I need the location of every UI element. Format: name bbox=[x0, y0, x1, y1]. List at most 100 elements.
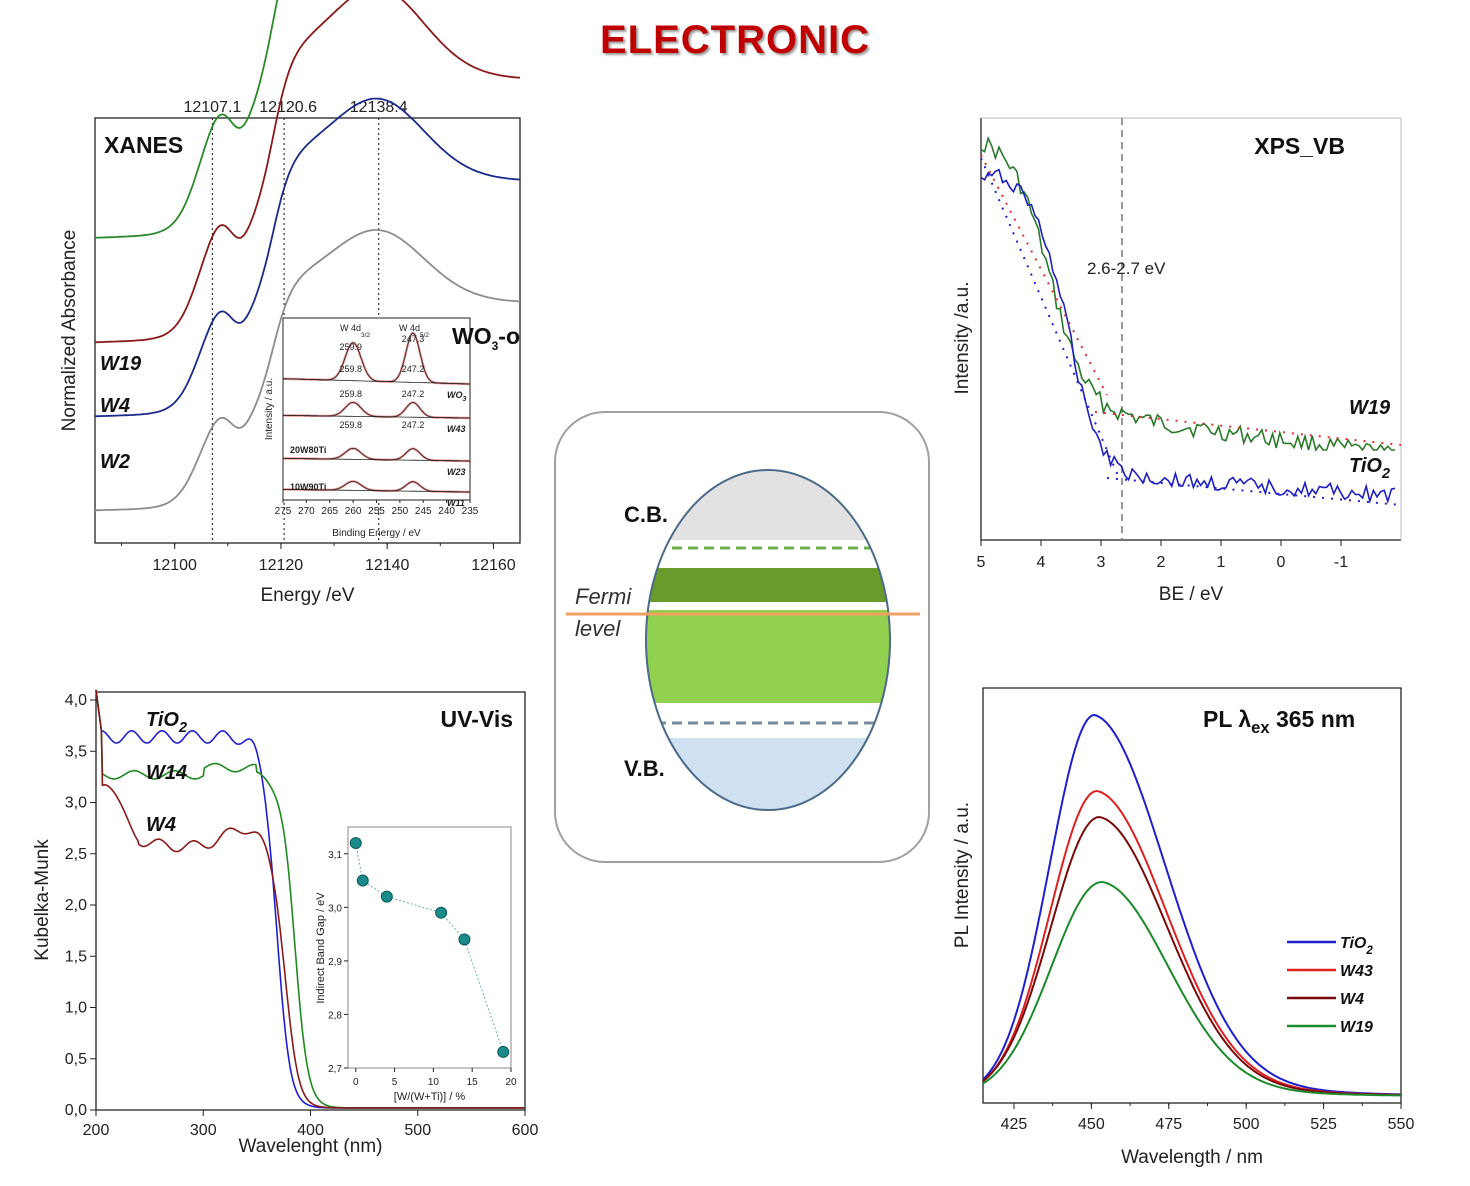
uv-inset-xtick-label: 10 bbox=[428, 1077, 440, 1088]
pl-legend-label: TiO2 bbox=[1340, 935, 1373, 957]
inset-peak-value: 259.8 bbox=[340, 389, 363, 399]
inset-baseline bbox=[282, 378, 470, 385]
uv-ytick-label: 0,5 bbox=[65, 1051, 87, 1068]
xps-xtick-label: 2 bbox=[1157, 554, 1166, 571]
uv-inset-point bbox=[497, 1045, 510, 1058]
band-ellipse bbox=[645, 469, 891, 811]
inset-row-sample: 10W90Ti bbox=[290, 482, 326, 492]
uv-ytick-label: 1,5 bbox=[65, 948, 87, 965]
uv-ytick-label: 1,0 bbox=[65, 1000, 87, 1017]
xps-series-line bbox=[980, 135, 1395, 452]
xanes-series-line bbox=[94, 229, 521, 512]
uv-inset-xlabel: [W/(W+Ti)] / % bbox=[394, 1091, 466, 1103]
inset-xtick-label: 265 bbox=[321, 506, 338, 517]
xanes-frame bbox=[94, 117, 521, 544]
uv-ylabel: Kubelka-Munk bbox=[32, 839, 53, 961]
inset-baseline bbox=[283, 489, 470, 493]
uv-inset-ytick-label: 2,9 bbox=[328, 957, 342, 968]
xps-xtick-label: 5 bbox=[977, 554, 986, 571]
xanes-ylabel: Normalized Absorbance bbox=[59, 230, 80, 432]
inset-sample-label: WO3-o bbox=[452, 323, 520, 353]
uv-inset-xtick-label: 5 bbox=[392, 1077, 398, 1088]
xps-xtick-label: 0 bbox=[1277, 554, 1286, 571]
pl-legend-label: W19 bbox=[1340, 1019, 1373, 1036]
inset-baseline bbox=[283, 415, 470, 419]
uv-series-label: W14 bbox=[146, 762, 187, 784]
xps-title: XPS_VB bbox=[1254, 133, 1345, 159]
uv-inset-frame bbox=[347, 826, 512, 1069]
xanes-xtick-label: 12100 bbox=[152, 557, 197, 574]
xps-fit-line bbox=[980, 154, 1108, 396]
pl-xtick-label: 550 bbox=[1388, 1116, 1415, 1133]
xanes-xtick-label: 12160 bbox=[471, 557, 516, 574]
cb-label: C.B. bbox=[624, 502, 668, 527]
xanes-series-line bbox=[94, 0, 279, 239]
xps-series-line bbox=[980, 168, 1396, 504]
uv-xtick-label: 300 bbox=[190, 1122, 217, 1139]
uv-ytick-label: 2,0 bbox=[65, 897, 87, 914]
pl-xtick-label: 475 bbox=[1155, 1116, 1182, 1133]
uv-series-label: TiO2 bbox=[146, 709, 187, 736]
inset-row-label: WO3 bbox=[447, 390, 467, 403]
inset-xtick-label: 260 bbox=[345, 506, 362, 517]
xanes-xlabel: Energy /eV bbox=[261, 585, 355, 606]
pl-xtick-label: 450 bbox=[1078, 1116, 1105, 1133]
xanes-xtick-label: 12140 bbox=[365, 557, 410, 574]
pl-ylabel: PL Intensity / a.u. bbox=[952, 802, 973, 948]
uv-inset-ytick-label: 3,0 bbox=[328, 903, 342, 914]
xps-series-label: W19 bbox=[1349, 397, 1391, 419]
pl-legend-label: W4 bbox=[1340, 991, 1364, 1008]
inset-peak-value: 247.3 bbox=[402, 334, 425, 344]
inset-row-label: W11 bbox=[447, 498, 465, 508]
uv-ytick-label: 3,0 bbox=[65, 795, 87, 812]
uv-title: UV-Vis bbox=[441, 706, 513, 732]
xanes-series-label: W4 bbox=[100, 395, 130, 417]
inset-peak-label-2: W 4d5/2 bbox=[399, 323, 429, 339]
uv-series-label: W4 bbox=[146, 814, 176, 836]
xps-xlabel: BE / eV bbox=[1159, 584, 1224, 605]
inset-peak-value: 247.2 bbox=[402, 364, 425, 374]
page-title: ELECTRONIC bbox=[600, 18, 870, 62]
inset-xtick-label: 270 bbox=[298, 506, 315, 517]
xps-xtick-label: 4 bbox=[1037, 554, 1046, 571]
inset-peak-value: 247.2 bbox=[402, 389, 425, 399]
dark-band bbox=[646, 568, 890, 602]
inset-xlabel: Binding Energy / eV bbox=[332, 528, 421, 539]
xanes-series-line bbox=[94, 97, 521, 418]
inset-baseline bbox=[283, 458, 470, 462]
inset-peak-value: 259.9 bbox=[340, 342, 363, 352]
uv-ytick-label: 3,5 bbox=[65, 743, 87, 760]
uv-inset-point bbox=[380, 890, 393, 903]
uv-ytick-label: 0,0 bbox=[65, 1102, 87, 1119]
uv-inset-point bbox=[349, 837, 362, 850]
pl-title: PL λex 365 nm bbox=[1203, 706, 1355, 737]
uv-inset-xtick-label: 15 bbox=[467, 1077, 479, 1088]
xps-inset-frame bbox=[282, 317, 471, 501]
inset-row-sample: 20W80Ti bbox=[290, 445, 326, 455]
inset-row-label: W43 bbox=[447, 424, 466, 434]
inset-xtick-label: 255 bbox=[368, 506, 385, 517]
inset-peak-value: 259.8 bbox=[340, 420, 363, 430]
uv-series-line bbox=[95, 689, 525, 1109]
uv-inset-point bbox=[458, 933, 471, 946]
fermi-label-1: Fermi bbox=[575, 584, 632, 609]
xanes-reference-label: 12107.1 bbox=[183, 99, 241, 116]
pl-xlabel: Wavelength / nm bbox=[1121, 1147, 1263, 1168]
pl-frame bbox=[982, 687, 1402, 1104]
vb-label: V.B. bbox=[624, 756, 665, 781]
xps-xtick-label: 3 bbox=[1097, 554, 1106, 571]
pl-xtick-label: 500 bbox=[1233, 1116, 1260, 1133]
fermi-label-2: level bbox=[575, 616, 621, 641]
xps-annotation: 2.6-2.7 eV bbox=[1087, 259, 1166, 278]
inset-ylabel: Intensity / a.u. bbox=[264, 378, 275, 440]
uv-ytick-label: 2,5 bbox=[65, 846, 87, 863]
pl-series-line bbox=[982, 713, 1401, 1096]
uv-inset-ytick-label: 2,8 bbox=[328, 1010, 342, 1021]
inset-peak-value: 259.8 bbox=[340, 364, 363, 374]
pl-xtick-label: 525 bbox=[1310, 1116, 1337, 1133]
